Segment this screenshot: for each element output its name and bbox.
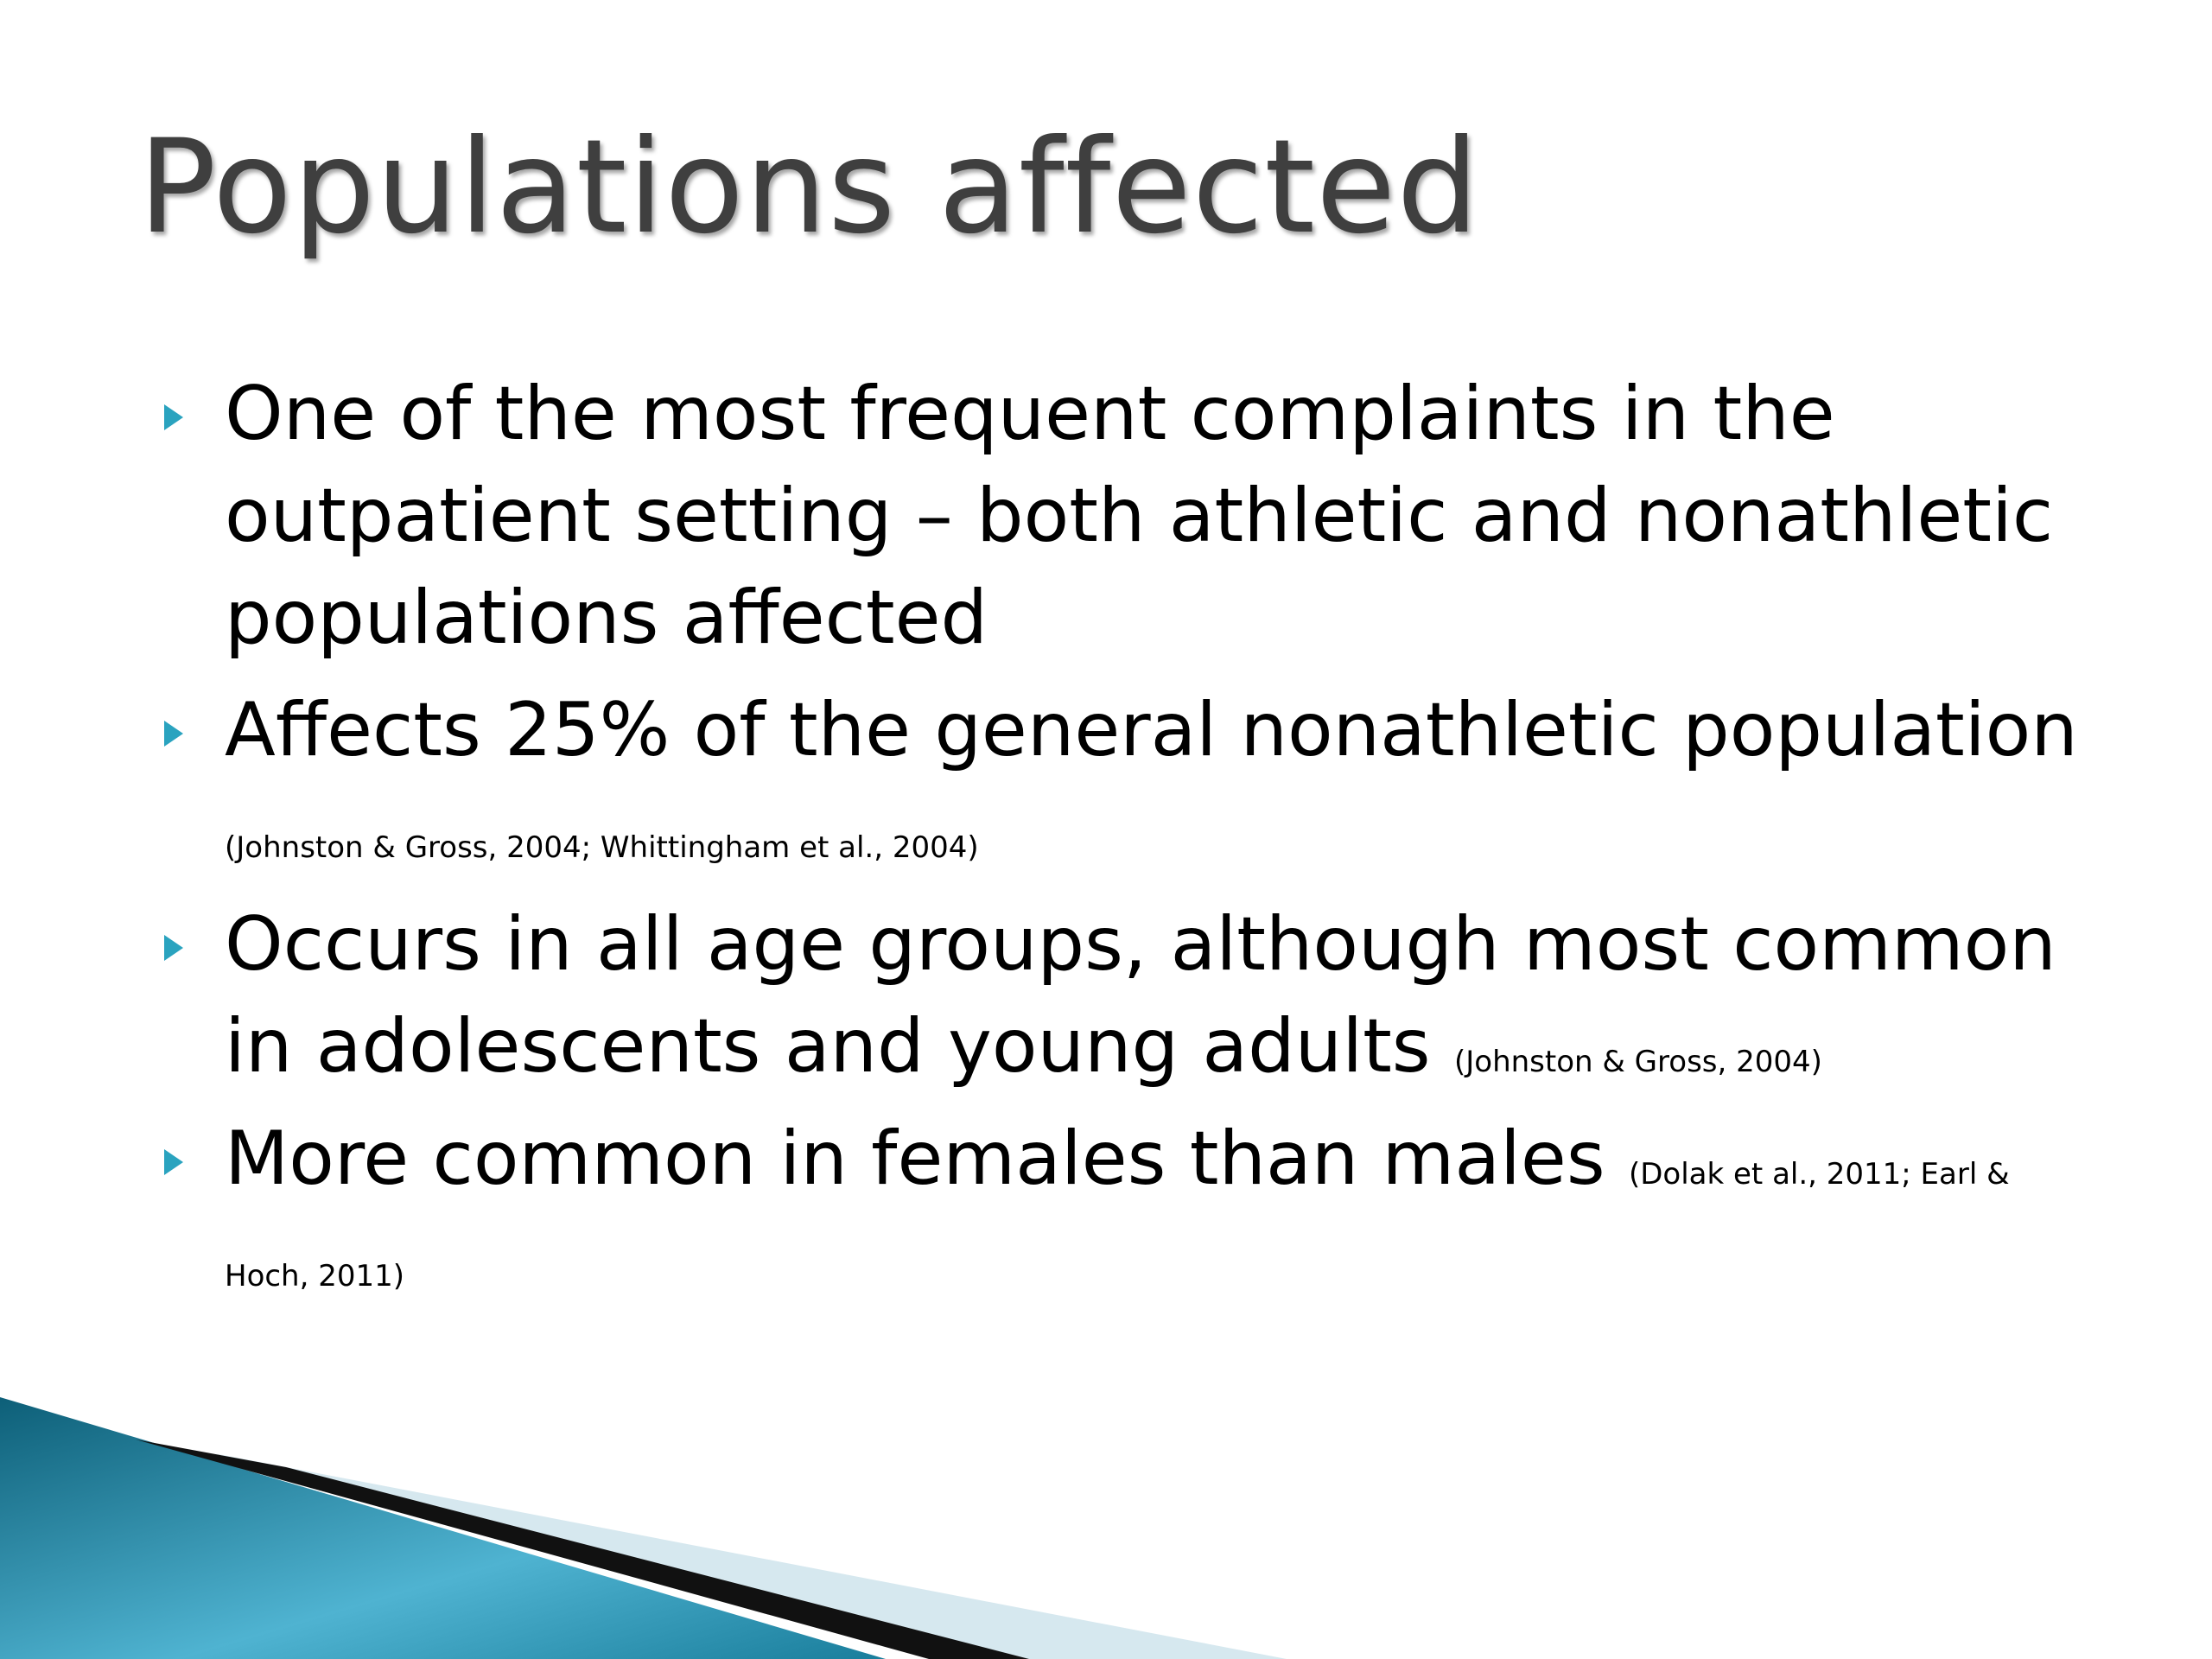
bullet-list: One of the most frequent complaints in t… (147, 363, 2091, 1322)
slide-title: Populations affected (138, 112, 1480, 263)
teal-swoosh (0, 1397, 886, 1659)
citation: (Johnston & Gross, 2004; Whittingham et … (225, 830, 979, 865)
bullet-text: One of the most frequent complaints in t… (225, 371, 2054, 661)
bullet-item: Occurs in all age groups, although most … (147, 893, 2091, 1097)
bullet-text: More common in females than males (225, 1116, 1605, 1202)
bullet-text: Occurs in all age groups, although most … (225, 901, 2056, 1090)
dark-swoosh (136, 1440, 1029, 1659)
light-swoosh (214, 1453, 1287, 1659)
bullet-item: Affects 25% of the general nonathletic p… (147, 679, 2091, 883)
bullet-item: More common in females than males (Dolak… (147, 1108, 2091, 1312)
citation: (Johnston & Gross, 2004) (1453, 1045, 1822, 1079)
citation: (Dolak et al., 2011; Earl & Hoch, 2011) (225, 1157, 2010, 1294)
bullet-item: One of the most frequent complaints in t… (147, 363, 2091, 669)
bullet-text: Affects 25% of the general nonathletic p… (225, 687, 2078, 773)
